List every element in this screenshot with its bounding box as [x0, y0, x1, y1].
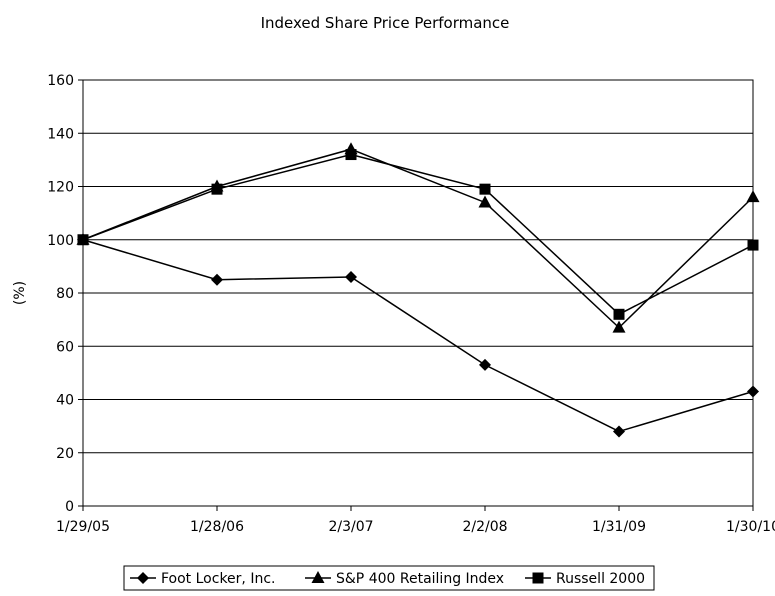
legend-entry: S&P 400 Retailing Index	[305, 571, 504, 587]
triangle-marker	[612, 320, 626, 333]
square-marker	[747, 239, 759, 251]
x-tick-label: 2/2/08	[462, 519, 507, 535]
triangle-marker	[478, 195, 492, 208]
x-tick-label: 1/30/10	[726, 519, 775, 535]
x-tick-label: 1/31/09	[592, 519, 646, 535]
diamond-marker	[345, 271, 357, 284]
chart-title: Indexed Share Price Performance	[261, 14, 510, 32]
y-tick-label: 0	[65, 499, 74, 515]
y-tick-label: 120	[47, 180, 74, 196]
diamond-marker	[211, 273, 223, 286]
x-tick-label: 1/28/06	[190, 519, 244, 535]
square-marker	[345, 149, 357, 161]
x-tick-label: 1/29/05	[56, 519, 110, 535]
square-marker	[613, 308, 625, 320]
y-tick-label: 100	[47, 233, 74, 249]
legend-entry: Foot Locker, Inc.	[130, 571, 275, 587]
y-tick-label: 20	[56, 446, 74, 462]
diamond-marker	[613, 425, 625, 438]
diamond-marker	[137, 572, 149, 584]
square-marker	[532, 572, 544, 584]
y-tick-label: 40	[56, 393, 74, 409]
legend-label: S&P 400 Retailing Index	[336, 571, 504, 587]
square-marker	[77, 234, 89, 246]
series-triangle	[76, 142, 760, 333]
series-line	[82, 148, 754, 329]
series-layer	[76, 142, 760, 438]
y-tick-label: 60	[56, 339, 74, 355]
y-tick-label: 80	[56, 286, 74, 302]
legend-label: Foot Locker, Inc.	[161, 571, 275, 587]
y-axis-label: (%)	[12, 281, 28, 305]
diamond-marker	[747, 385, 759, 398]
square-marker	[479, 183, 491, 195]
legend-label: Russell 2000	[556, 571, 645, 587]
series-square	[77, 149, 759, 320]
square-marker	[211, 183, 223, 195]
series-diamond	[77, 233, 759, 438]
legend-box	[123, 565, 655, 591]
triangle-marker	[746, 190, 760, 203]
grid	[83, 132, 753, 454]
diamond-marker	[479, 358, 491, 371]
series-line	[82, 153, 754, 316]
y-tick-label: 160	[47, 73, 74, 89]
y-tick-label: 140	[47, 126, 74, 142]
axes: 0 20 40 60 80 100 120 140 160 1/29/05 1/28/06 2/3/0…	[47, 73, 775, 535]
triangle-marker	[311, 571, 325, 583]
series-line	[82, 239, 754, 433]
legend-entry: Russell 2000	[525, 571, 645, 587]
x-tick-label: 2/3/07	[328, 519, 373, 535]
legend: Foot Locker, Inc. S&P 400 Retailing Index…	[123, 565, 655, 591]
